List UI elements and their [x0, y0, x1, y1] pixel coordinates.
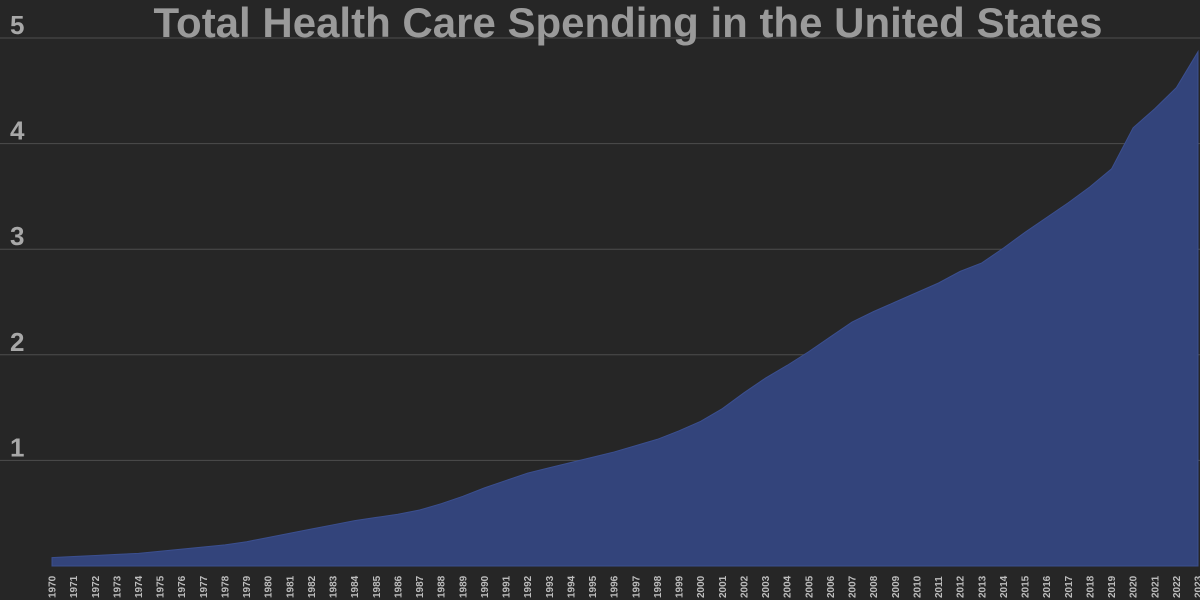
y-tick-label: 4	[10, 116, 25, 146]
x-tick-label: 2009	[891, 575, 902, 598]
x-tick-label: 2021	[1150, 575, 1161, 598]
x-tick-label: 2000	[696, 575, 707, 598]
x-tick-label: 1987	[415, 575, 426, 598]
x-tick-label: 1970	[48, 575, 59, 598]
y-axis: 1 2 3 4 5	[10, 10, 25, 462]
x-tick-label: 2011	[934, 576, 945, 598]
x-tick-label: 1995	[588, 575, 599, 598]
x-tick-label: 1971	[69, 575, 80, 598]
x-tick-label: 2007	[848, 575, 859, 598]
x-tick-label: 2022	[1172, 575, 1183, 598]
x-tick-label: 2012	[956, 575, 967, 598]
x-tick-label: 1999	[675, 575, 686, 598]
x-tick-label: 1997	[631, 575, 642, 598]
y-tick-label: 5	[10, 10, 24, 40]
x-tick-label: 2023	[1194, 575, 1200, 598]
x-tick-label: 1989	[458, 575, 469, 598]
x-tick-label: 1994	[566, 575, 577, 598]
y-tick-label: 2	[10, 327, 24, 357]
x-tick-label: 2001	[718, 575, 729, 598]
x-tick-label: 2017	[1064, 575, 1075, 598]
x-tick-label: 1983	[329, 575, 340, 598]
x-tick-label: 2014	[999, 575, 1010, 598]
x-tick-label: 1980	[264, 575, 275, 598]
x-tick-label: 1986	[393, 575, 404, 598]
x-tick-label: 2020	[1129, 575, 1140, 598]
x-tick-label: 1985	[372, 575, 383, 598]
x-tick-label: 1996	[610, 575, 621, 598]
x-tick-label: 1978	[220, 575, 231, 598]
x-tick-label: 2002	[739, 575, 750, 598]
x-tick-label: 2004	[783, 575, 794, 598]
x-tick-label: 1972	[91, 575, 102, 598]
x-tick-label: 1977	[199, 575, 210, 598]
y-tick-label: 1	[10, 432, 24, 462]
x-tick-label: 2015	[1021, 575, 1032, 598]
x-tick-label: 1974	[134, 575, 145, 598]
x-tick-label: 2008	[869, 575, 880, 598]
x-axis: 1970 1971 1972 1973 1974 1975 1976 1977 1978 1979…	[48, 575, 1200, 598]
x-tick-label: 1982	[307, 575, 318, 598]
chart-title: Total Health Care Spending in the United…	[154, 0, 1103, 46]
plot-area	[51, 49, 1199, 567]
x-tick-label: 1998	[653, 575, 664, 598]
x-tick-label: 1979	[242, 575, 253, 598]
x-tick-label: 1991	[502, 575, 513, 598]
x-tick-label: 1990	[480, 575, 491, 598]
x-tick-label: 1993	[545, 575, 556, 598]
spending-area	[51, 49, 1199, 567]
x-tick-label: 1981	[285, 575, 296, 598]
x-tick-label: 1973	[112, 575, 123, 598]
x-tick-label: 2005	[804, 575, 815, 598]
x-tick-label: 2019	[1107, 575, 1118, 598]
x-tick-label: 2018	[1085, 575, 1096, 598]
x-tick-label: 1984	[350, 575, 361, 598]
x-tick-label: 2016	[1042, 575, 1053, 598]
y-tick-label: 3	[10, 221, 24, 251]
x-tick-label: 1992	[523, 575, 534, 598]
x-tick-label: 2010	[912, 575, 923, 598]
x-tick-label: 2013	[977, 575, 988, 598]
x-tick-label: 1988	[437, 575, 448, 598]
x-tick-label: 2006	[826, 575, 837, 598]
x-tick-label: 1976	[177, 575, 188, 598]
x-tick-label: 1975	[156, 575, 167, 598]
x-tick-label: 2003	[761, 575, 772, 598]
